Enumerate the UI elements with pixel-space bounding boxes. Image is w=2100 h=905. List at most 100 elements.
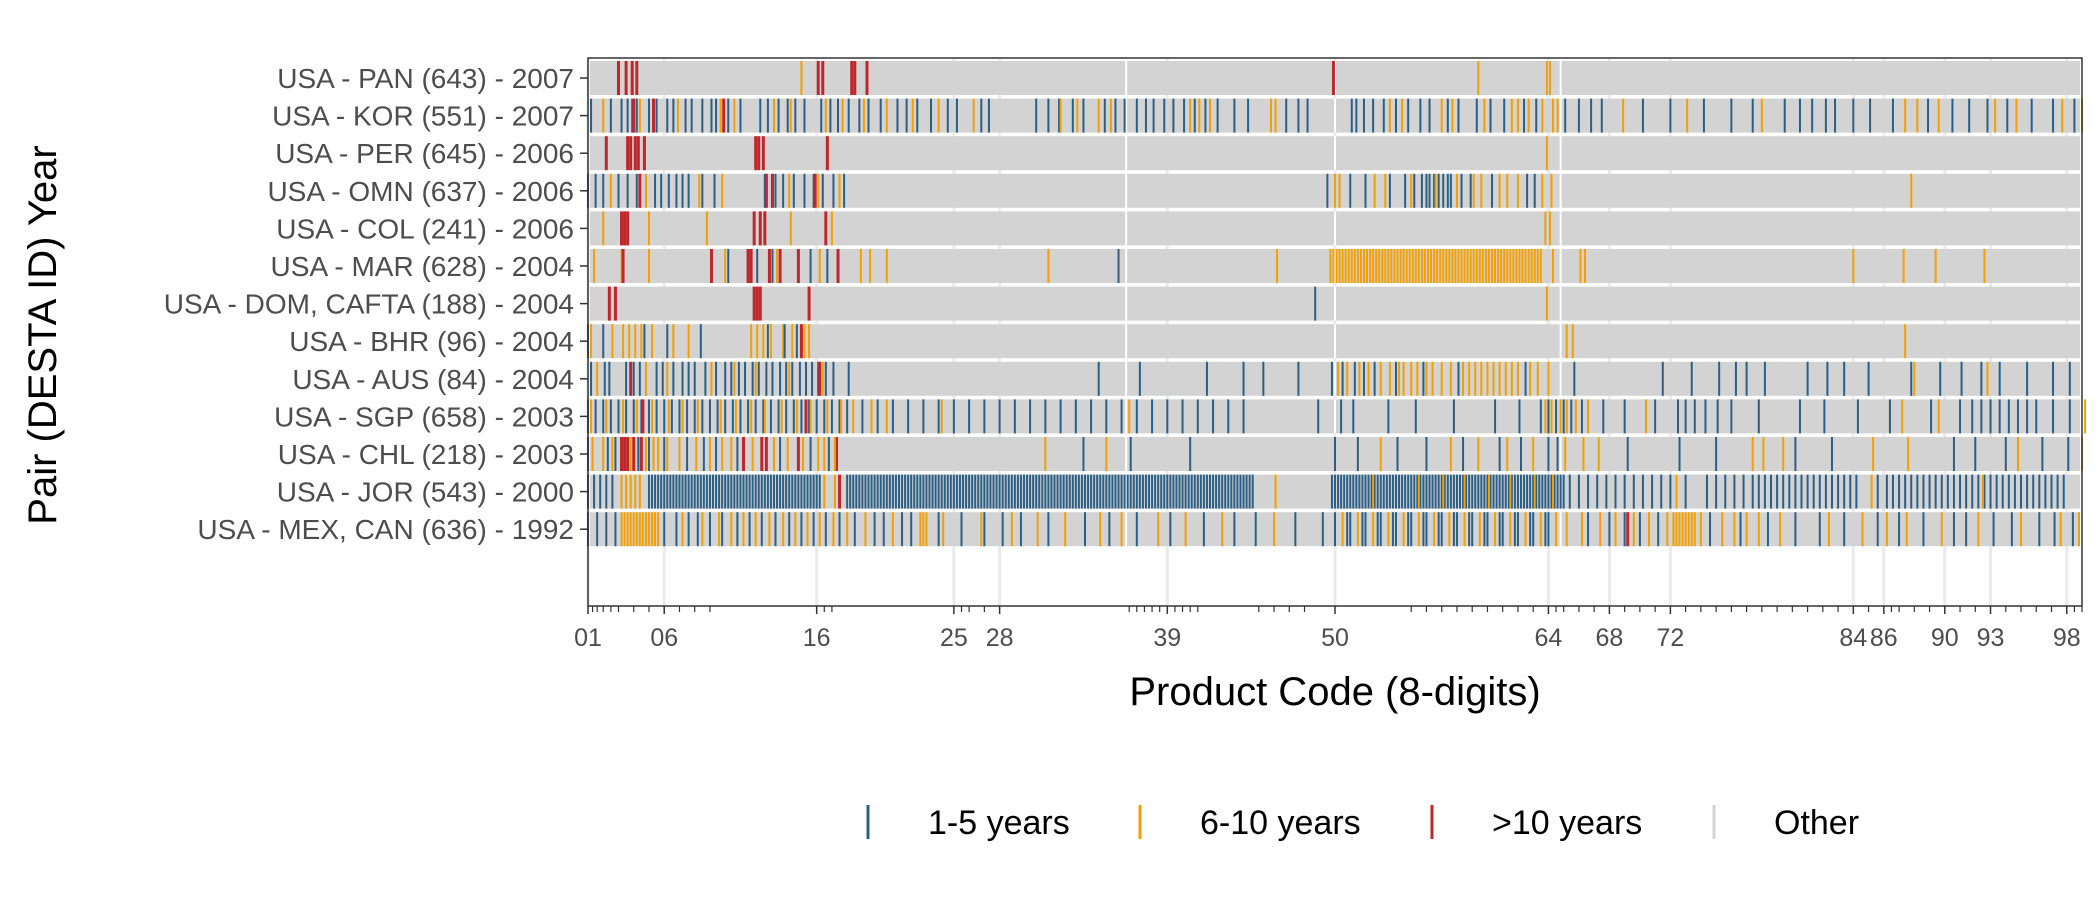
mark-short [1294,512,1296,546]
mark-medium [1482,249,1484,283]
mark-long [614,287,617,321]
mark-short [625,399,627,433]
mark-short [663,399,665,433]
mark-short [1139,475,1141,509]
mark-short [1377,512,1379,546]
mark-short [816,399,818,433]
mark-long [765,174,768,208]
mark-long [753,287,756,321]
mark-medium [610,174,612,208]
mark-medium [1494,249,1496,283]
mark-short [697,512,699,546]
mark-short [800,475,802,509]
mark-short [1447,174,1449,208]
mark-short [988,99,990,133]
mark-short [1520,475,1522,509]
mark-short [727,99,729,133]
legend-key [1139,805,1142,839]
mark-short [999,399,1001,433]
mark-short [764,475,766,509]
mark-medium [1685,512,1687,546]
mark-medium [1522,249,1524,283]
mark-medium [1694,512,1696,546]
mark-short [791,362,793,396]
mark-medium [1430,249,1432,283]
mark-long [750,249,753,283]
mark-short [852,475,854,509]
mark-medium [1479,512,1481,546]
mark-medium [1599,512,1601,546]
mark-short [980,475,982,509]
mark-medium [1425,362,1427,396]
mark-medium [1549,61,1551,95]
mark-short [1227,475,1229,509]
mark-medium [1546,136,1548,170]
mark-medium [1047,249,1049,283]
mark-medium [1916,99,1918,133]
mark-medium [1517,99,1519,133]
mark-short [1852,99,1854,133]
mark-medium [1938,399,1940,433]
mark-long [626,211,629,245]
y-tick-label: USA - PAN (643) - 2007 [277,63,574,94]
mark-medium [1688,512,1690,546]
mark-medium [651,399,653,433]
mark-short [1243,362,1245,396]
x-tick-label: 68 [1596,624,1624,652]
mark-medium [1381,249,1383,283]
mark-short [1743,475,1745,509]
mark-medium [1557,99,1559,133]
mark-short [1990,399,1992,433]
mark-long [760,437,763,471]
mark-short [1425,475,1427,509]
mark-short [701,174,703,208]
mark-short [727,475,729,509]
mark-short [871,475,873,509]
mark-medium [634,475,636,509]
mark-medium [724,249,726,283]
mark-medium [645,512,647,546]
mark-short [843,174,845,208]
mark-medium [846,512,848,546]
mark-short [1441,512,1443,546]
mark-short [816,475,818,509]
mark-short [714,174,716,208]
mark-short [715,99,717,133]
mark-short [727,249,729,283]
mark-short [1557,475,1559,509]
mark-short [1343,475,1345,509]
mark-short [1499,475,1501,509]
mark-short [1685,399,1687,433]
mark-short [724,399,726,433]
mark-short [1639,512,1641,546]
mark-short [755,475,757,509]
mark-short [1364,475,1366,509]
mark-long [626,437,629,471]
mark-short [1961,362,1963,396]
mark-short [1407,512,1409,546]
mark-medium [808,324,810,358]
mark-medium [863,99,865,133]
mark-short [832,362,834,396]
mark-short [2044,475,2046,509]
mark-short [1090,475,1092,509]
mark-medium [1938,99,1940,133]
mark-medium [1450,437,1452,471]
mark-short [961,512,963,546]
mark-medium [834,437,836,471]
mark-short [715,475,717,509]
y-tick-label: USA - PER (645) - 2006 [275,138,574,169]
mark-short [694,399,696,433]
mark-short [996,475,998,509]
mark-medium [1935,249,1937,283]
mark-long [757,136,760,170]
mark-short [761,475,763,509]
mark-short [1642,99,1644,133]
mark-short [1355,475,1357,509]
mark-short [892,475,894,509]
mark-short [1758,399,1760,433]
mark-short [738,362,740,396]
mark-short [910,512,912,546]
x-tick-label: 39 [1153,624,1181,652]
mark-short [666,324,668,358]
